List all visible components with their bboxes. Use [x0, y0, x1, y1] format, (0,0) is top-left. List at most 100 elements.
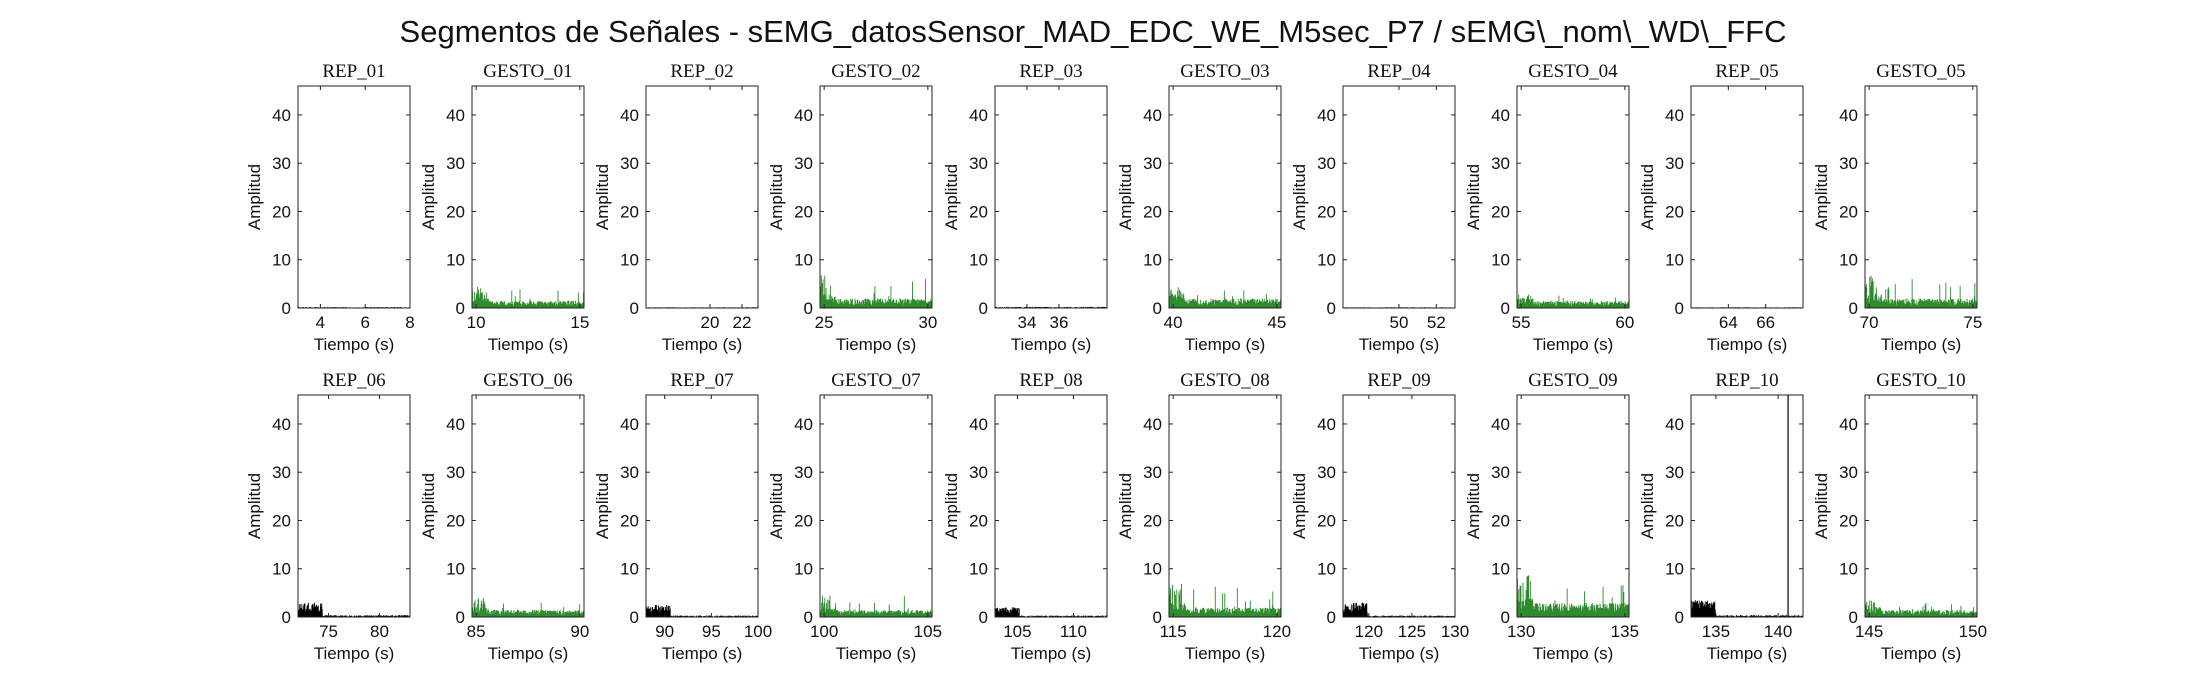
x-tick-label: 100 [744, 622, 772, 641]
x-tick-label: 66 [1756, 313, 1775, 332]
x-axis-label: Tiempo (s) [488, 335, 569, 354]
y-tick-label: 30 [1491, 154, 1510, 173]
signal-trace [1516, 575, 1630, 617]
y-tick-label: 0 [1327, 299, 1336, 318]
subplot-rep_04: REP_04 0 10 20 30 40 50 52 Tiempo (s) Amplitud [1290, 61, 1456, 354]
x-tick-label: 105 [1003, 622, 1031, 641]
y-tick-label: 40 [794, 415, 813, 434]
x-tick-label: 4 [316, 313, 325, 332]
y-tick-label: 10 [794, 251, 813, 270]
y-tick-label: 10 [1491, 251, 1510, 270]
y-tick-label: 30 [969, 154, 988, 173]
x-tick-label: 110 [1060, 622, 1087, 641]
y-tick-label: 20 [1317, 202, 1336, 221]
y-tick-label: 0 [1153, 608, 1162, 627]
x-axis-label: Tiempo (s) [1533, 644, 1614, 663]
x-axis-label: Tiempo (s) [488, 644, 569, 663]
signal-trace [1864, 275, 1978, 308]
y-tick-label: 20 [1491, 511, 1510, 530]
x-tick-label: 75 [1963, 313, 1982, 332]
signal-trace [645, 604, 759, 617]
subplot-title: GESTO_06 [483, 370, 572, 391]
x-tick-label: 135 [1611, 622, 1639, 641]
axes-box [1342, 85, 1456, 309]
y-tick-label: 10 [1143, 560, 1162, 579]
y-tick-label: 10 [1839, 560, 1858, 579]
y-tick-label: 10 [1665, 560, 1684, 579]
y-axis-label: Amplitud [245, 473, 264, 539]
x-axis-label: Tiempo (s) [1707, 644, 1788, 663]
y-axis-label: Amplitud [942, 473, 961, 539]
figure-title: Segmentos de Señales - sEMG_datosSensor_… [400, 14, 1787, 49]
x-axis-label: Tiempo (s) [314, 644, 395, 663]
x-tick-label: 125 [1398, 622, 1426, 641]
y-tick-label: 0 [979, 608, 988, 627]
y-tick-label: 30 [1143, 463, 1162, 482]
x-tick-label: 50 [1390, 313, 1409, 332]
y-tick-label: 20 [620, 511, 639, 530]
subplot-title: REP_01 [322, 61, 385, 82]
axes-box [297, 85, 411, 309]
signal-trace [471, 597, 585, 617]
y-tick-label: 0 [630, 608, 639, 627]
signal-trace [1690, 600, 1804, 617]
subplot-title: REP_07 [670, 370, 733, 391]
y-tick-label: 20 [794, 511, 813, 530]
y-tick-label: 40 [1143, 415, 1162, 434]
y-tick-label: 30 [620, 463, 639, 482]
y-tick-label: 10 [620, 251, 639, 270]
x-axis-label: Tiempo (s) [1011, 335, 1092, 354]
subplot-gesto_10: GESTO_10 0 10 20 30 40 145 150 Tiempo (s) Amplitu… [1812, 370, 1987, 663]
x-tick-label: 120 [1355, 622, 1383, 641]
y-tick-label: 30 [1665, 154, 1684, 173]
y-tick-label: 40 [272, 415, 291, 434]
x-axis-label: Tiempo (s) [1359, 335, 1440, 354]
y-tick-label: 30 [620, 154, 639, 173]
x-axis-label: Tiempo (s) [836, 335, 917, 354]
y-tick-label: 10 [969, 251, 988, 270]
y-axis-label: Amplitud [767, 473, 786, 539]
y-axis-label: Amplitud [1464, 164, 1483, 230]
x-tick-label: 70 [1860, 313, 1879, 332]
x-tick-label: 95 [702, 622, 721, 641]
y-axis-label: Amplitud [419, 164, 438, 230]
axes-box [297, 394, 411, 618]
x-tick-label: 115 [1160, 622, 1187, 641]
y-tick-label: 40 [1839, 106, 1858, 125]
y-tick-label: 0 [456, 608, 465, 627]
y-tick-label: 40 [1491, 415, 1510, 434]
axes-box [819, 85, 933, 309]
y-tick-label: 0 [1675, 608, 1684, 627]
y-tick-label: 20 [1317, 511, 1336, 530]
y-tick-label: 40 [1143, 106, 1162, 125]
y-tick-label: 30 [969, 463, 988, 482]
y-tick-label: 30 [1491, 463, 1510, 482]
subplot-title: GESTO_09 [1528, 370, 1617, 391]
y-tick-label: 20 [1665, 202, 1684, 221]
y-axis-label: Amplitud [245, 164, 264, 230]
x-axis-label: Tiempo (s) [836, 644, 917, 663]
x-axis-label: Tiempo (s) [314, 335, 395, 354]
y-tick-label: 0 [282, 608, 291, 627]
y-axis-label: Amplitud [1116, 164, 1135, 230]
x-axis-label: Tiempo (s) [1011, 644, 1092, 663]
y-tick-label: 40 [1317, 415, 1336, 434]
y-tick-label: 30 [794, 463, 813, 482]
axes-box [819, 394, 933, 618]
y-tick-label: 10 [272, 251, 291, 270]
y-tick-label: 40 [446, 415, 465, 434]
x-tick-label: 135 [1702, 622, 1730, 641]
subplot-gesto_09: GESTO_09 0 10 20 30 40 130 135 Tiempo (s) Amplitu… [1464, 370, 1639, 663]
signal-trace [819, 595, 933, 617]
subplot-rep_02: REP_02 0 10 20 30 40 20 22 Tiempo (s) Amplitud [593, 61, 759, 354]
y-tick-label: 0 [282, 299, 291, 318]
subplot-title: REP_05 [1715, 61, 1778, 82]
axes-box [471, 85, 585, 309]
subplot-title: GESTO_01 [483, 61, 572, 82]
subplot-title: GESTO_02 [831, 61, 920, 82]
y-tick-label: 30 [272, 463, 291, 482]
x-tick-label: 36 [1050, 313, 1069, 332]
